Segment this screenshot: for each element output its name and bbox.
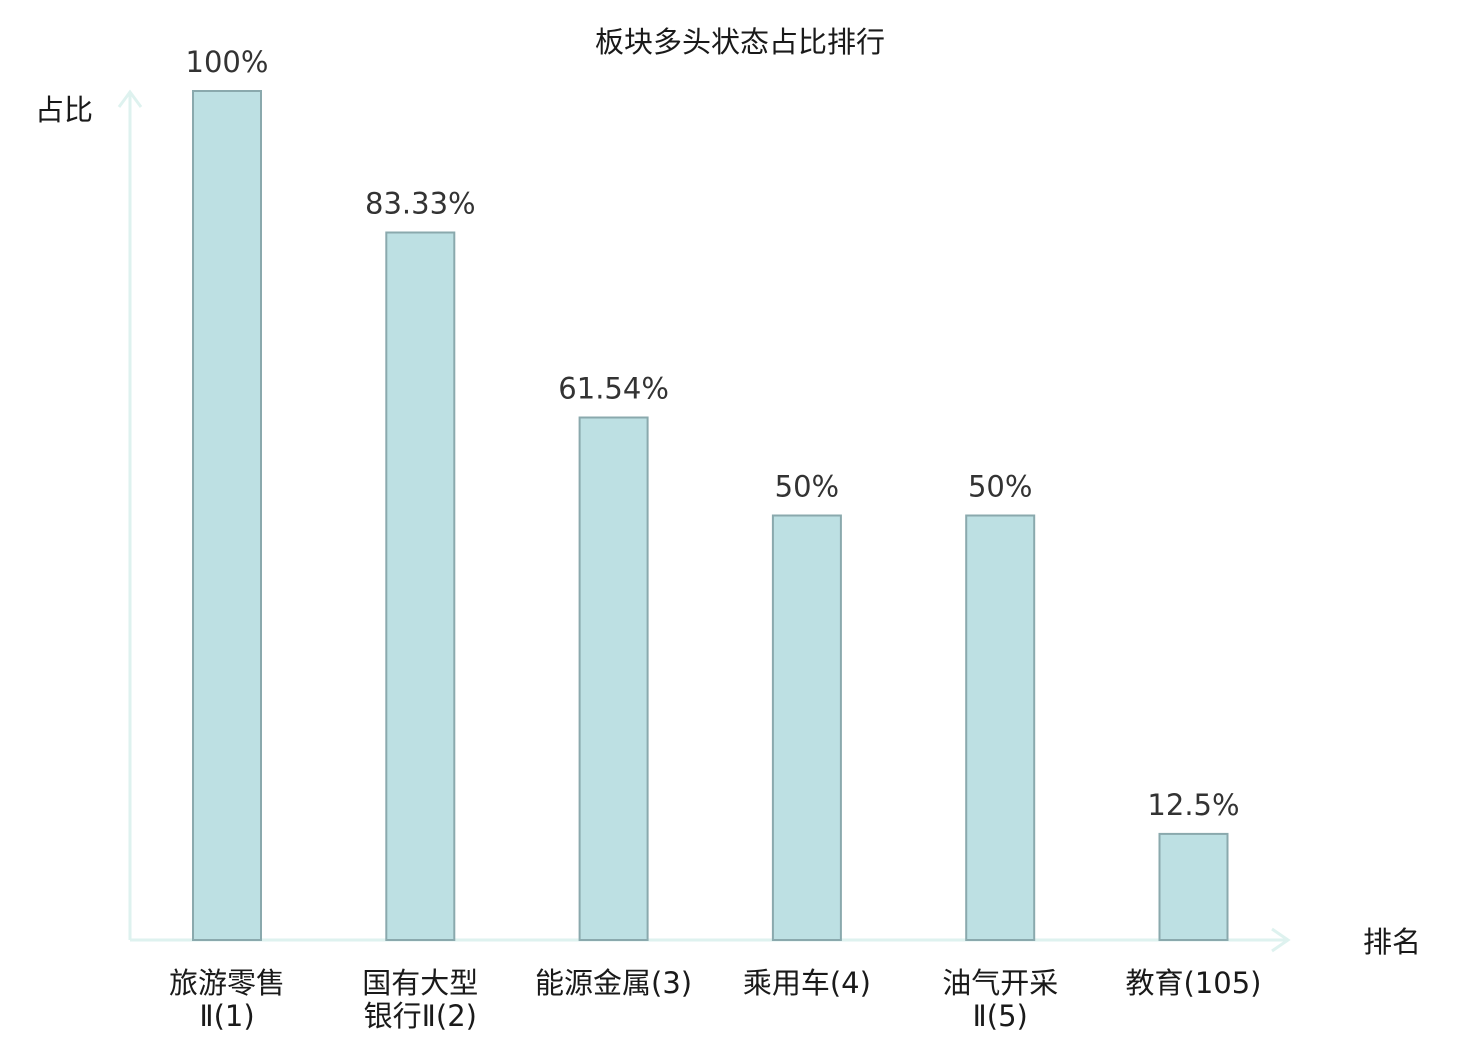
category-label-4: 乘用车(4) <box>743 966 871 1000</box>
bar-5 <box>965 514 1036 941</box>
category-label-5-line-1: 油气开采 <box>942 966 1058 1000</box>
y-axis-label: 占比 <box>35 93 93 127</box>
category-label-1-line-2: Ⅱ(1) <box>199 999 254 1033</box>
value-label-3: 61.54% <box>558 372 669 406</box>
chart-title: 板块多头状态占比排行 <box>595 25 885 59</box>
value-label-6: 12.5% <box>1147 788 1239 822</box>
bar-1 <box>192 90 262 941</box>
category-label-5-line-2: Ⅱ(5) <box>973 999 1028 1033</box>
x-axis-arrow <box>1271 927 1291 953</box>
bar-3 <box>578 416 649 941</box>
category-label-2-line-2: 银行Ⅱ(2) <box>364 999 477 1033</box>
x-axis-label: 排名 <box>1363 925 1421 959</box>
value-label-5: 50% <box>968 470 1032 504</box>
bar-4 <box>771 514 842 941</box>
category-label-2-line-1: 国有大型 <box>362 966 478 1000</box>
bar-6 <box>1158 832 1229 942</box>
category-label-6: 教育(105) <box>1126 966 1262 1000</box>
value-label-4: 50% <box>775 470 839 504</box>
y-axis-arrow <box>117 89 143 108</box>
category-label-1-line-1: 旅游零售 <box>169 966 285 1000</box>
category-label-3: 能源金属(3) <box>535 966 692 1000</box>
value-label-2: 83.33% <box>365 187 476 221</box>
bar-2 <box>385 231 456 941</box>
value-label-1: 100% <box>186 45 269 79</box>
